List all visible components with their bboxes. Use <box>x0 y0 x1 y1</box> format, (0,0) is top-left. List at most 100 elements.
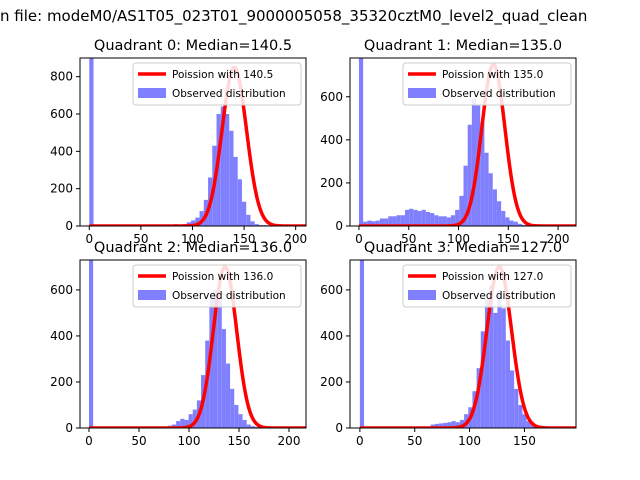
chart-panel-2: 0 50 100 150 200 0 200 400 600 Poission with 136.… <box>50 240 307 448</box>
histogram-bar <box>379 218 385 226</box>
histogram-bar <box>388 216 393 226</box>
histogram-bar <box>242 419 247 428</box>
histogram-bar <box>430 213 435 226</box>
histogram-bar <box>392 216 397 226</box>
y-tick-label: 600 <box>50 107 73 121</box>
x-tick-label: 200 <box>284 232 307 246</box>
histogram-bar <box>250 426 255 428</box>
histogram-bar <box>367 220 372 226</box>
x-tick-label: 0 <box>85 232 93 246</box>
histogram-bar <box>446 217 451 226</box>
histogram-bar <box>505 217 510 226</box>
x-tick-label: 100 <box>178 434 201 448</box>
y-tick-label: 200 <box>50 182 73 196</box>
histogram-bar <box>237 179 242 226</box>
histogram-bar <box>480 331 485 428</box>
y-tick-label: 400 <box>320 329 343 343</box>
histogram-bar <box>459 195 464 226</box>
plot-area <box>88 58 306 226</box>
panel-title: Quadrant 0: Median=140.5 <box>94 38 292 54</box>
histogram-bar <box>493 312 498 428</box>
legend-label-observed: Observed distribution <box>442 88 556 100</box>
x-tick-label: 50 <box>407 434 422 448</box>
x-tick-label: 150 <box>233 232 256 246</box>
histogram-bar <box>417 210 422 226</box>
histogram-bar <box>180 418 185 428</box>
x-tick-label: 0 <box>355 232 363 246</box>
x-tick-label: 0 <box>356 434 364 448</box>
plot-area <box>358 260 576 428</box>
y-tick-label: 200 <box>320 176 343 190</box>
histogram-bar <box>217 299 222 428</box>
x-tick-label: 50 <box>401 232 416 246</box>
histogram-bar <box>522 414 527 428</box>
histogram-bar <box>480 122 485 226</box>
histogram-bar <box>451 421 456 428</box>
legend-label-observed: Observed distribution <box>172 290 286 302</box>
poisson-fit-line <box>88 65 306 226</box>
y-tick-label: 400 <box>50 329 73 343</box>
histogram-bar <box>213 289 218 428</box>
histogram-bar <box>497 289 502 428</box>
panel-title: Quadrant 3: Median=127.0 <box>364 240 562 256</box>
legend-box <box>132 62 302 106</box>
histogram-bar <box>447 422 452 428</box>
histogram-bar <box>358 58 364 226</box>
histogram-bar <box>517 223 523 226</box>
histogram-bar <box>434 423 440 428</box>
histogram-bar <box>501 210 506 226</box>
y-tick-label: 600 <box>320 90 343 104</box>
histogram-bar <box>484 152 489 226</box>
histogram-bar <box>467 124 472 226</box>
x-tick-label: 100 <box>181 232 204 246</box>
x-tick-label: 150 <box>228 434 251 448</box>
legend-bar-swatch <box>408 290 436 300</box>
histogram-bar <box>463 165 468 226</box>
histogram-bar <box>359 260 365 428</box>
histogram-bar <box>199 211 204 226</box>
y-tick-label: 400 <box>320 133 343 147</box>
histogram-bar <box>384 218 389 226</box>
x-tick-label: 100 <box>458 434 481 448</box>
histogram-bar <box>238 414 243 428</box>
legend-label-observed: Observed distribution <box>172 88 286 100</box>
x-tick-label: 0 <box>85 434 93 448</box>
histogram-bar <box>225 363 231 428</box>
histogram-bar <box>434 215 439 226</box>
histogram-bar <box>195 217 200 226</box>
legend-label-observed: Observed distribution <box>442 290 556 302</box>
chart-panel-0: 0 50 100 150 200 0 200 400 600 800 Poission with 1… <box>50 38 307 246</box>
histogram-bar <box>450 215 456 226</box>
histogram-bar <box>484 299 490 428</box>
histogram-bar <box>522 224 527 226</box>
histogram-bar <box>216 114 221 226</box>
histogram-bar <box>233 156 238 226</box>
histogram-bar <box>455 209 460 226</box>
histogram-bar <box>442 216 447 226</box>
histogram-bar <box>371 221 376 226</box>
histogram-bar <box>438 216 443 226</box>
y-tick-label: 0 <box>65 421 73 435</box>
histogram-bar <box>254 224 259 226</box>
histogram-bar <box>488 173 493 226</box>
chart-panel-1: 0 50 100 150 200 0 200 400 600 Poission with 135.… <box>320 38 577 246</box>
y-tick-label: 400 <box>50 144 73 158</box>
y-tick-label: 0 <box>335 219 343 233</box>
histogram-bar <box>518 404 523 428</box>
histogram-bar <box>496 201 502 226</box>
histogram-bar <box>400 215 405 226</box>
x-tick-label: 200 <box>547 232 570 246</box>
panel-title: Quadrant 2: Median=136.0 <box>94 240 292 256</box>
legend-label-fit: Poission with 135.0 <box>442 69 543 81</box>
histogram-bar <box>455 422 460 428</box>
histogram-bar <box>505 340 510 428</box>
y-tick-label: 0 <box>65 219 73 233</box>
y-tick-label: 200 <box>50 375 73 389</box>
histogram-bar <box>471 98 477 226</box>
histogram-bar <box>89 260 94 428</box>
legend-label-fit: Poission with 136.0 <box>172 271 273 283</box>
histogram-bar <box>489 285 494 428</box>
histogram-bar <box>439 423 444 428</box>
histogram-bar <box>250 221 255 226</box>
histogram-bar <box>191 220 196 226</box>
